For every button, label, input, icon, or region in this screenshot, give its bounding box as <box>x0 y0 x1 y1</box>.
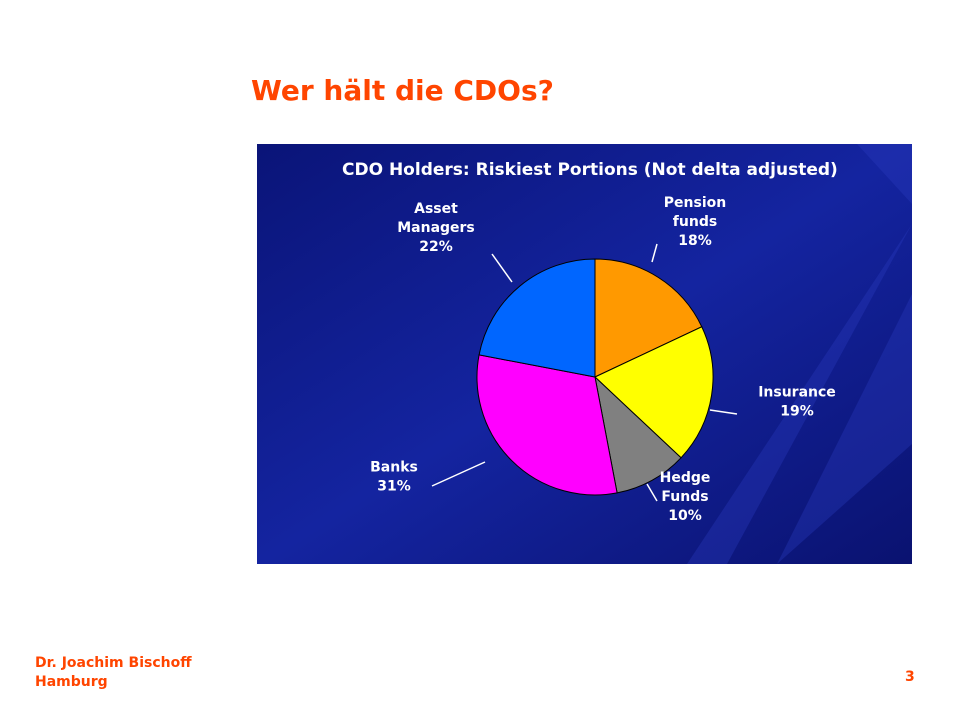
background-ray <box>777 294 912 564</box>
slice-label: Hedge Funds 10% <box>660 470 711 524</box>
leader-line <box>646 483 658 502</box>
background-ray <box>687 224 912 564</box>
pie-slice-insurance <box>594 326 714 459</box>
author-name: Dr. Joachim Bischoff <box>35 655 192 671</box>
slice-value-label: 18% <box>678 233 712 249</box>
slice-name-label: funds <box>673 214 717 230</box>
slice-value-label: 22% <box>419 239 453 255</box>
slice-name-label: Managers <box>397 220 475 236</box>
slice-name-label: Insurance <box>758 385 836 401</box>
slice-name-label: Pension <box>664 195 726 211</box>
pie-slice-asset-managers <box>478 258 596 378</box>
slice-label: Banks 31% <box>370 460 418 495</box>
slice-name-label: Funds <box>661 489 708 505</box>
slice-value-label: 31% <box>377 479 411 495</box>
slice-name-label: Hedge <box>660 470 711 486</box>
slice-value-label: 10% <box>668 508 702 524</box>
pie-chart: CDO Holders: Riskiest Portions (Not delt… <box>257 144 912 564</box>
slice-labels: Pension funds 18% Insurance 19% Hedge Funds 10%… <box>370 195 836 524</box>
author-location: Hamburg <box>35 674 108 690</box>
leader-lines <box>431 243 738 502</box>
background-ray <box>857 144 912 204</box>
footer-author: Dr. Joachim Bischoff Hamburg <box>35 654 192 692</box>
slice-label: Insurance 19% <box>758 385 836 420</box>
chart-panel: CDO Holders: Riskiest Portions (Not delt… <box>257 144 912 564</box>
leader-line <box>491 253 513 283</box>
slice-name-label: Asset <box>414 201 458 217</box>
slice-value-label: 19% <box>780 404 814 420</box>
page-number: 3 <box>905 669 915 685</box>
pie-slices <box>476 258 714 496</box>
pie-slice-hedge-funds <box>594 375 682 494</box>
pie-slice-pension-funds <box>594 258 703 378</box>
pie-slice-banks <box>476 354 618 496</box>
chart-title: CDO Holders: Riskiest Portions (Not delt… <box>342 160 838 180</box>
leader-line <box>651 243 658 263</box>
slice-name-label: Banks <box>370 460 418 476</box>
slice-label: Asset Managers 22% <box>397 201 475 255</box>
leader-line <box>709 409 738 415</box>
leader-line <box>431 461 486 487</box>
slice-label: Pension funds 18% <box>664 195 726 249</box>
slide-title: Wer hält die CDOs? <box>251 74 554 107</box>
background-rays <box>687 144 912 564</box>
